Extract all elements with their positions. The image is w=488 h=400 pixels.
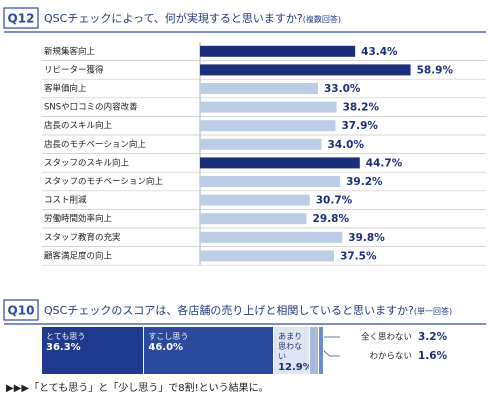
value-label: 58.9% (417, 64, 454, 76)
note: (単一回答) (414, 306, 452, 316)
category-label: スタッフ教育の充実 (44, 232, 121, 243)
value-label: 30.7% (316, 195, 353, 207)
bar (200, 64, 411, 76)
value-label: 39.8% (348, 232, 385, 244)
value-label: 33.0% (324, 83, 361, 95)
segment-name: わからない (369, 352, 412, 362)
value-label: 39.2% (346, 176, 383, 188)
note: (複数回答) (303, 14, 341, 24)
bar (200, 194, 310, 206)
bar (200, 120, 336, 132)
title: QSCチェックによって、何が実現すると思いますか? (44, 11, 303, 25)
segment-name: 全く思わない (361, 332, 412, 343)
segment-name: すこし思う (148, 332, 189, 341)
category-label: 店長のスキル向上 (44, 120, 113, 131)
bar (200, 45, 356, 57)
question-number: Q12 (8, 12, 35, 26)
value-label: 37.5% (340, 250, 377, 262)
category-label: リピーター獲得 (44, 64, 104, 75)
question-box (3, 299, 39, 321)
bar-segment (319, 327, 325, 374)
category-label: 新規集客向上 (44, 46, 96, 57)
value-label: 12.9% (278, 362, 311, 373)
bar (200, 83, 318, 94)
value-label: 44.7% (366, 157, 403, 169)
category-label: コスト削減 (44, 195, 87, 206)
bar (200, 138, 322, 150)
value-label: 34.0% (328, 139, 365, 151)
value-label: 38.2% (343, 102, 380, 114)
category-label: スタッフのモチベーション向上 (44, 176, 163, 187)
value-label: 3.2% (418, 331, 448, 343)
category-label: 顧客満足度の向上 (44, 250, 113, 261)
bar (200, 157, 360, 169)
question-number: Q10 (8, 304, 35, 318)
bar (200, 213, 307, 225)
value-label: 37.9% (341, 120, 378, 132)
bar-segment (310, 327, 320, 374)
value-label: 36.3% (46, 342, 81, 353)
segment-name: あまり思わない (278, 332, 303, 361)
chart-title: QSCチェックのスコアは、各店舗の売り上げと相関していると思いますか?(単一回答… (44, 303, 452, 317)
category-label: 労働時間効率向上 (44, 213, 113, 224)
chart-title: QSCチェックによって、何が実現すると思いますか?(複数回答) (44, 11, 341, 25)
bar-segment: あまり思わない 12.9% (274, 327, 311, 374)
category-label: 客単価向上 (44, 83, 87, 94)
segment-name: とても思う (46, 332, 86, 341)
question-box (3, 7, 39, 29)
bar (200, 176, 341, 187)
footer: ▶▶▶「とても思う」と「少し思う」で8割!という結果に。 (6, 381, 269, 394)
category-label: 店長のモチベーション向上 (44, 139, 146, 150)
value-label: 29.8% (313, 213, 350, 225)
category-label: スタッフのスキル向上 (44, 157, 130, 168)
title: QSCチェックのスコアは、各店舗の売り上げと相関していると思いますか? (44, 303, 414, 317)
value-label: 1.6% (418, 350, 448, 362)
bar (200, 101, 337, 113)
bar-segment: とても思う 36.3% (42, 327, 145, 374)
bar (200, 250, 335, 262)
bar (200, 231, 343, 243)
value-label: 46.0% (148, 342, 184, 353)
value-label: 43.4% (361, 46, 398, 58)
bar-segment: すこし思う 46.0% (144, 327, 275, 374)
category-label: SNSや口コミの内容改善 (44, 102, 138, 113)
